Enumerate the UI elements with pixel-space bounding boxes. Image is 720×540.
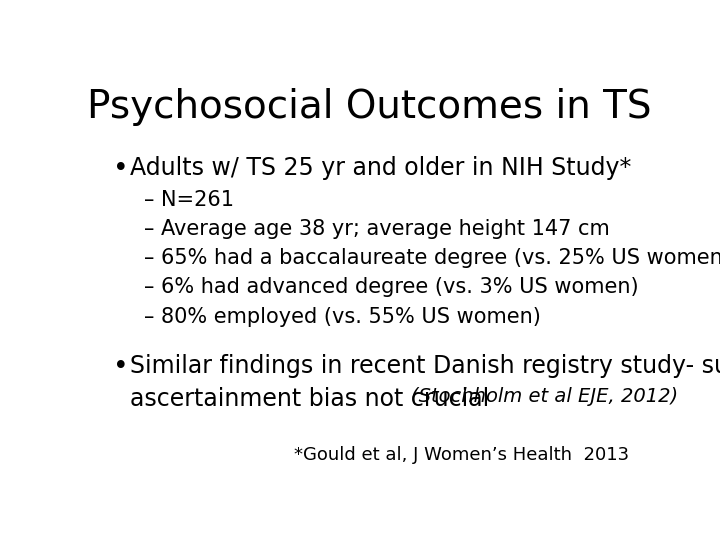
Text: 80% employed (vs. 55% US women): 80% employed (vs. 55% US women) (161, 307, 541, 327)
Text: Average age 38 yr; average height 147 cm: Average age 38 yr; average height 147 cm (161, 219, 610, 239)
Text: (Stochholm et al EJE, 2012): (Stochholm et al EJE, 2012) (411, 387, 678, 406)
Text: –: – (144, 307, 155, 327)
Text: Similar findings in recent Danish registry study- suggesting: Similar findings in recent Danish regist… (130, 354, 720, 377)
Text: ascertainment bias not crucial: ascertainment bias not crucial (130, 387, 497, 410)
Text: 6% had advanced degree (vs. 3% US women): 6% had advanced degree (vs. 3% US women) (161, 278, 639, 298)
Text: •: • (113, 354, 129, 380)
Text: N=261: N=261 (161, 190, 234, 210)
Text: 65% had a baccalaureate degree (vs. 25% US women): 65% had a baccalaureate degree (vs. 25% … (161, 248, 720, 268)
Text: •: • (113, 156, 129, 181)
Text: Psychosocial Outcomes in TS: Psychosocial Outcomes in TS (86, 88, 652, 126)
Text: –: – (144, 219, 155, 239)
Text: –: – (144, 190, 155, 210)
Text: *Gould et al, J Women’s Health  2013: *Gould et al, J Women’s Health 2013 (294, 446, 629, 464)
Text: Adults w/ TS 25 yr and older in NIH Study*: Adults w/ TS 25 yr and older in NIH Stud… (130, 156, 631, 180)
Text: –: – (144, 248, 155, 268)
Text: –: – (144, 278, 155, 298)
